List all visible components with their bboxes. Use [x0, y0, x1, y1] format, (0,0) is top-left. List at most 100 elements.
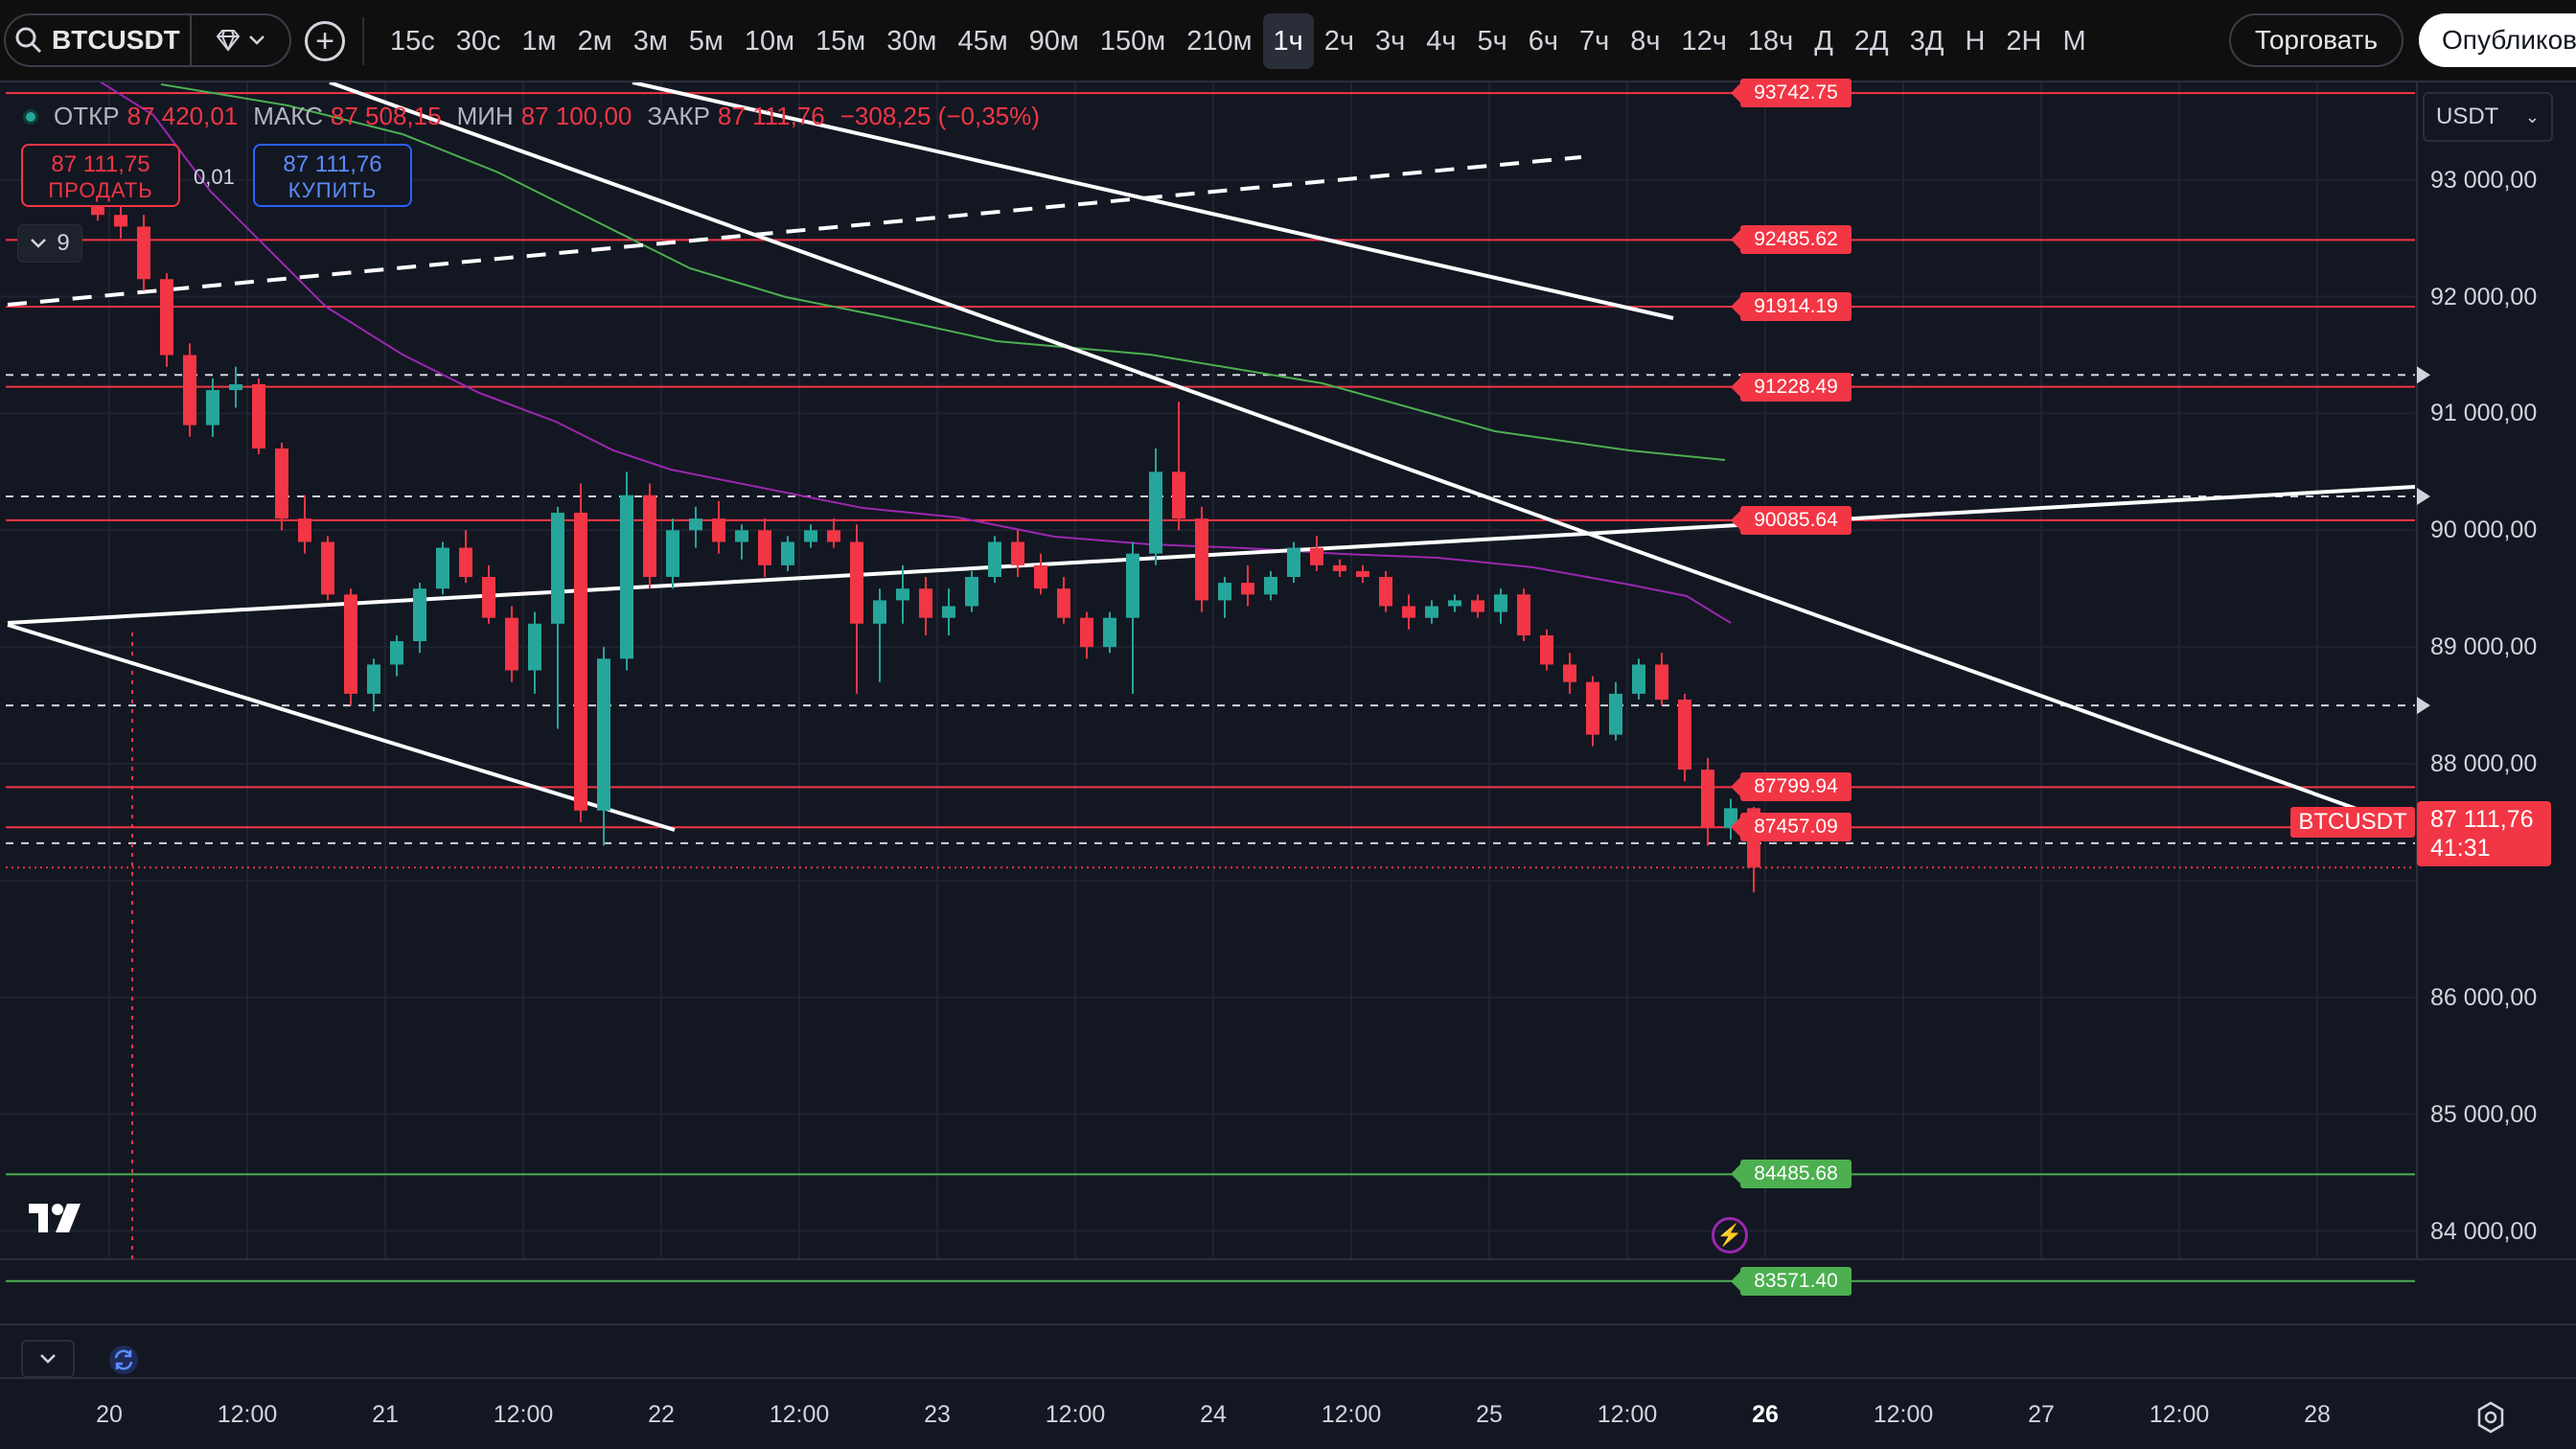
time-axis-label: 23 — [924, 1401, 951, 1428]
price-scale-label: 85 000,00 — [2430, 1100, 2538, 1128]
time-axis-label: 20 — [96, 1401, 123, 1428]
bottom-panel — [0, 1259, 2576, 1449]
interval-list: 15с 30с 1м 2м 3м 5м 10м 15м 30м 45м 90м 150м 210м 1ч 2… — [380, 13, 2097, 69]
candle-body — [1080, 617, 1093, 648]
interval-option[interactable]: 30с — [455, 26, 501, 57]
interval-option[interactable]: 3Д — [1909, 26, 1944, 57]
resistance-level-tag[interactable]: 93742.75 — [1731, 79, 1852, 108]
trade-button[interactable]: Торговать — [2229, 13, 2404, 67]
interval-option[interactable]: 45м — [957, 26, 1008, 57]
interval-option[interactable]: Н — [1965, 26, 1986, 57]
interval-option[interactable]: 15м — [816, 26, 866, 57]
resistance-level-tag[interactable]: 91228.49 — [1731, 372, 1852, 402]
time-axis-label: 12:00 — [769, 1401, 830, 1428]
candle-body — [91, 205, 104, 216]
interval-option[interactable]: 2Д — [1853, 26, 1889, 57]
candle-body — [712, 518, 725, 542]
trendline-descending — [329, 82, 2368, 815]
sell-price: 87 111,75 — [51, 151, 150, 177]
interval-option[interactable]: 15с — [390, 26, 435, 57]
candle-body — [1609, 693, 1622, 735]
tradingview-logo-icon[interactable] — [27, 1202, 88, 1234]
currency-select[interactable]: USDT ⌄ — [2423, 92, 2553, 142]
candle-body — [643, 494, 656, 578]
interval-option[interactable]: 3м — [632, 26, 668, 57]
interval-option[interactable]: 2Н — [2006, 26, 2042, 57]
price-scale-label: 84 000,00 — [2430, 1217, 2538, 1245]
interval-option[interactable]: 30м — [886, 26, 937, 57]
price-scale-label: 91 000,00 — [2430, 400, 2538, 427]
interval-option[interactable]: 5ч — [1477, 26, 1507, 57]
time-axis-label: 22 — [648, 1401, 675, 1428]
panel-collapse-button[interactable] — [21, 1340, 75, 1378]
interval-option[interactable]: 10м — [744, 26, 795, 57]
publish-button[interactable]: Опубликовать — [2419, 13, 2576, 67]
interval-option[interactable]: 6ч — [1528, 26, 1559, 57]
low-value: 87 100,00 — [520, 102, 632, 130]
interval-option[interactable]: Д — [1814, 26, 1833, 57]
interval-option[interactable]: 8ч — [1630, 26, 1661, 57]
trendline-rising — [7, 485, 2416, 625]
indicators-toggle[interactable]: 9 — [17, 224, 82, 263]
resistance-level-tag[interactable]: 87457.09 — [1731, 813, 1852, 842]
support-level-tag[interactable]: 84485.68 — [1731, 1160, 1852, 1189]
interval-option[interactable]: 3ч — [1375, 26, 1406, 57]
plus-icon: + — [315, 23, 334, 59]
low-label: МИН — [456, 102, 514, 130]
search-icon[interactable] — [6, 15, 52, 65]
level-arrow-icon — [2417, 366, 2430, 384]
lightning-icon[interactable]: ⚡ — [1712, 1217, 1748, 1254]
toolbar-divider — [362, 17, 364, 65]
interval-option[interactable]: 2м — [577, 26, 612, 57]
candle-body — [459, 547, 472, 578]
refresh-icon[interactable] — [105, 1342, 142, 1378]
symbol-name[interactable]: BTCUSDT — [52, 15, 192, 65]
candle-body — [321, 541, 334, 595]
interval-option[interactable]: 1ч — [1262, 13, 1314, 69]
candle-body — [850, 541, 863, 624]
candle-body — [1655, 664, 1668, 700]
last-price-tag: 87 111,76 41:31 — [2417, 801, 2551, 866]
top-toolbar: BTCUSDT + 15с 30с 1м 2м 3м 5м 10м 15м 30м 45м 90м 1… — [0, 0, 2576, 82]
candle-body — [1632, 664, 1645, 694]
candle-body — [114, 215, 127, 227]
sell-button[interactable]: 87 111,75 ПРОДАТЬ — [21, 144, 180, 207]
gem-icon[interactable] — [192, 15, 288, 65]
interval-option[interactable]: 210м — [1186, 26, 1253, 57]
time-axis-label: 24 — [1200, 1401, 1227, 1428]
chart-area[interactable] — [0, 82, 2576, 1449]
time-axis-label: 12:00 — [217, 1401, 278, 1428]
resistance-level-tag[interactable]: 87799.94 — [1731, 772, 1852, 802]
interval-option[interactable]: 12ч — [1681, 26, 1727, 57]
open-value: 87 420,01 — [126, 102, 239, 130]
resistance-level-tag[interactable]: 91914.19 — [1731, 292, 1852, 321]
symbol-price-tag: BTCUSDT — [2290, 807, 2415, 838]
buy-button[interactable]: 87 111,76 КУПИТЬ — [253, 144, 412, 207]
interval-option[interactable]: 1м — [521, 26, 557, 57]
resistance-level-tag[interactable]: 92485.62 — [1731, 225, 1852, 255]
bar-countdown: 41:31 — [2430, 835, 2491, 862]
candle-body — [1333, 564, 1346, 571]
price-chart[interactable] — [0, 82, 2576, 1449]
time-axis-label: 21 — [372, 1401, 399, 1428]
interval-option[interactable]: М — [2062, 26, 2086, 57]
resistance-level-tag[interactable]: 90085.64 — [1731, 505, 1852, 535]
symbol-search-box[interactable]: BTCUSDT — [4, 13, 291, 67]
candle-body — [1264, 577, 1277, 595]
candle-body — [1149, 472, 1162, 554]
interval-option[interactable]: 150м — [1099, 26, 1166, 57]
trendline-lower — [7, 623, 676, 832]
interval-option[interactable]: 18ч — [1747, 26, 1794, 57]
candle-body — [597, 658, 610, 811]
interval-option[interactable]: 7ч — [1579, 26, 1610, 57]
candle-body — [367, 664, 380, 694]
interval-option[interactable]: 5м — [688, 26, 724, 57]
support-level-tag[interactable]: 83571.40 — [1731, 1266, 1852, 1296]
interval-option[interactable]: 4ч — [1426, 26, 1457, 57]
interval-option[interactable]: 2ч — [1323, 26, 1355, 57]
time-axis-label: 28 — [2304, 1401, 2331, 1428]
add-symbol-button[interactable]: + — [305, 21, 345, 61]
interval-option[interactable]: 90м — [1028, 26, 1079, 57]
candle-body — [505, 617, 518, 671]
settings-icon[interactable] — [2472, 1399, 2509, 1436]
